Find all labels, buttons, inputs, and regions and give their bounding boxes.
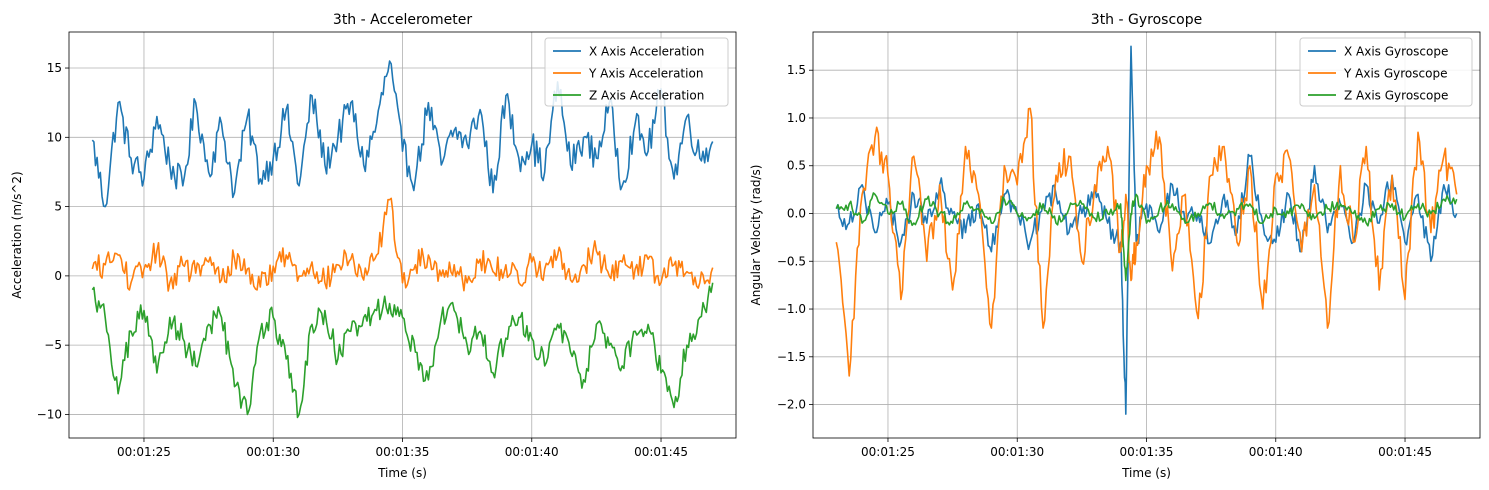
accelerometer-legend-label: Y Axis Acceleration xyxy=(588,67,703,81)
gyroscope-y-axis-label: Angular Velocity (rad/s) xyxy=(749,165,763,306)
gyroscope-x-tick-label: 00:01:45 xyxy=(1378,445,1432,459)
accelerometer-chart-title: 3th - Accelerometer xyxy=(333,12,472,28)
accelerometer-y-tick-label: 10 xyxy=(47,130,62,144)
gyroscope-legend: X Axis Gyroscope Y Axis Gyroscope Z Axis G… xyxy=(1299,37,1473,107)
accelerometer-x-axis-label: Time (s) xyxy=(377,466,427,480)
gyroscope-y-tick-label: −2.0 xyxy=(777,398,806,412)
gyroscope-x-axis-label: Time (s) xyxy=(1121,466,1171,480)
accelerometer-x-tick-label: 00:01:40 xyxy=(505,445,559,459)
accelerometer-y-tick-label: −5 xyxy=(44,338,62,352)
accelerometer-x-tick-label: 00:01:25 xyxy=(117,445,171,459)
accelerometer-y-tick-label: 15 xyxy=(47,61,62,75)
gyroscope-y-tick-label: 0.5 xyxy=(787,159,806,173)
accelerometer-x-tick-label: 00:01:30 xyxy=(246,445,300,459)
gyroscope-y-tick-label: 1.0 xyxy=(787,111,806,125)
accelerometer-legend-label: Z Axis Acceleration xyxy=(589,89,704,103)
accelerometer-legend-box xyxy=(544,37,729,107)
gyroscope-y-tick-label: −0.5 xyxy=(777,254,806,268)
accelerometer-y-ticks: −10 −5 0 5 10 15 xyxy=(37,61,69,421)
gyroscope-legend-label: X Axis Gyroscope xyxy=(1344,45,1448,59)
gyroscope-y-tick-label: 0.0 xyxy=(787,207,806,221)
gyroscope-x-tick-label: 00:01:30 xyxy=(990,445,1044,459)
accelerometer-legend: X Axis Acceleration Y Axis Acceleration Z … xyxy=(544,37,729,107)
accelerometer-y-tick-label: 0 xyxy=(54,269,62,283)
accelerometer-chart: 3th - Accelerometer 00:01:25 00:01:30 00:0… xyxy=(10,12,737,480)
gyroscope-x-tick-label: 00:01:40 xyxy=(1249,445,1303,459)
gyroscope-chart-title: 3th - Gyroscope xyxy=(1091,12,1202,28)
gyroscope-chart: 3th - Gyroscope 00:01:25 00:01:30 00:01:35… xyxy=(749,12,1481,480)
gyroscope-legend-label: Y Axis Gyroscope xyxy=(1343,67,1447,81)
accelerometer-legend-label: X Axis Acceleration xyxy=(589,45,704,59)
gyroscope-legend-box xyxy=(1299,37,1473,107)
accelerometer-x-ticks: 00:01:25 00:01:30 00:01:35 00:01:40 00:01:45 xyxy=(117,438,688,459)
accelerometer-series-line-2 xyxy=(91,197,714,292)
gyroscope-x-ticks: 00:01:25 00:01:30 00:01:35 00:01:40 00:01:45 xyxy=(861,438,1432,459)
gyroscope-y-tick-label: −1.0 xyxy=(777,302,806,316)
gyroscope-x-tick-label: 00:01:35 xyxy=(1120,445,1174,459)
gyroscope-x-tick-label: 00:01:25 xyxy=(861,445,915,459)
accelerometer-x-tick-label: 00:01:45 xyxy=(634,445,688,459)
gyroscope-legend-label: Z Axis Gyroscope xyxy=(1344,89,1448,103)
accelerometer-y-tick-label: −10 xyxy=(37,407,62,421)
gyroscope-y-ticks: −2.0 −1.5 −1.0 −0.5 0.0 0.5 1.0 1.5 xyxy=(777,63,813,412)
gyroscope-y-tick-label: −1.5 xyxy=(777,350,806,364)
gyroscope-series-line-2 xyxy=(835,107,1458,377)
gyroscope-y-tick-label: 1.5 xyxy=(787,63,806,77)
accelerometer-y-axis-label: Acceleration (m/s^2) xyxy=(10,171,24,298)
accelerometer-series-line-3 xyxy=(91,282,714,419)
accelerometer-x-tick-label: 00:01:35 xyxy=(376,445,430,459)
gyroscope-series-line-3 xyxy=(835,192,1458,282)
gyroscope-series-lines xyxy=(835,45,1458,415)
accelerometer-y-tick-label: 5 xyxy=(54,200,62,214)
